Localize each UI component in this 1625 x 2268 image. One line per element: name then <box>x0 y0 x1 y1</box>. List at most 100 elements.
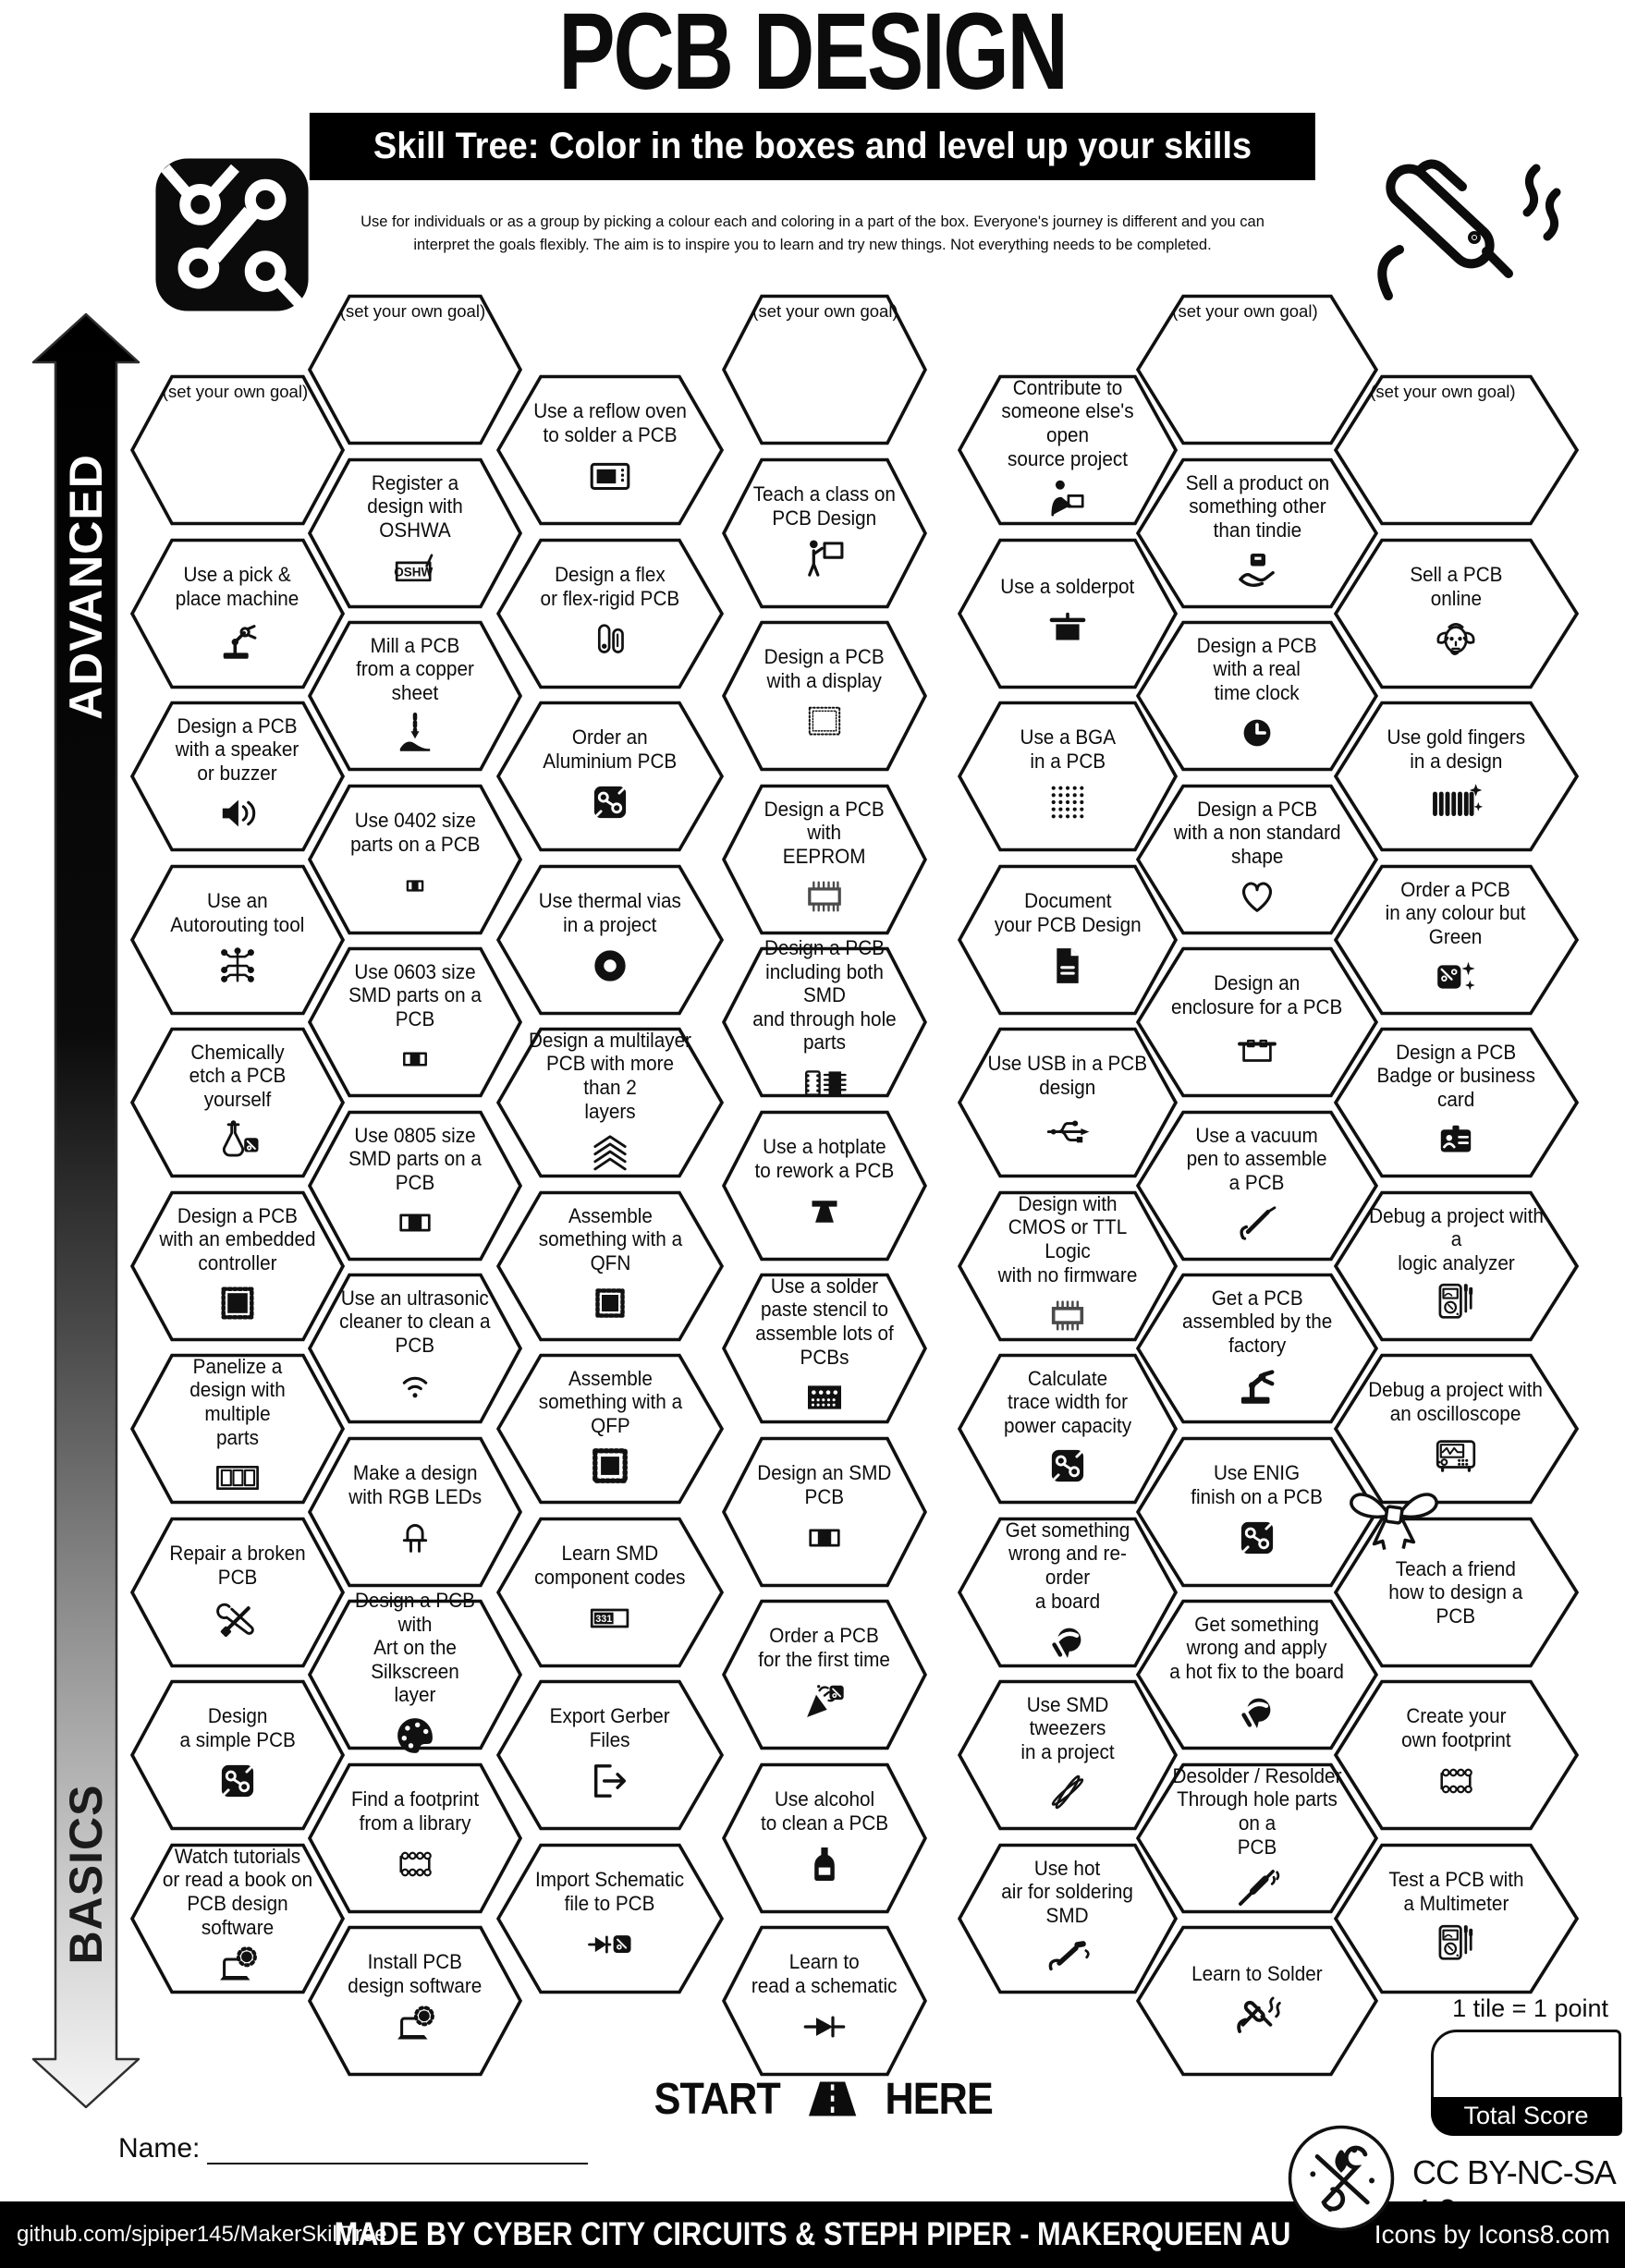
footer-github-url[interactable]: github.com/sjpiper145/MakerSkillTree <box>17 2222 387 2247</box>
hex-tile-repair-a-broken-pcb[interactable]: Repair a broken PCB <box>130 1517 345 1668</box>
hex-tile-get-something-wrong-and-apply-a-hot-fix-to[interactable]: Get something wrong and apply a hot fix … <box>1136 1599 1378 1750</box>
hex-tile-sell-a-pcb-online[interactable]: Sell a PCB online <box>1333 538 1579 689</box>
hex-tile-order-a-pcb-in-any-colour-but-green[interactable]: Order a PCB in any colour but Green <box>1333 864 1579 1016</box>
tile-label: Repair a broken PCB <box>169 1542 306 1589</box>
hex-tile-mill-a-pcb-from-a-copper-sheet[interactable]: Mill a PCB from a copper sheet <box>308 620 522 772</box>
hexagon-outline <box>496 1353 724 1505</box>
hex-tile-panelize-a-design-with-multiple-parts[interactable]: Panelize a design with multiple parts <box>130 1353 345 1505</box>
hex-tile-design-a-pcb-with-a-display[interactable]: Design a PCB with a display <box>722 620 927 772</box>
hexagon-outline <box>1333 1353 1579 1505</box>
hex-tile-teach-a-friend-how-to-design-a-pcb[interactable]: Teach a friend how to design a PCB <box>1333 1517 1579 1668</box>
total-score-box[interactable]: Total Score <box>1430 2030 1622 2136</box>
hex-tile-sell-a-product-on-something-other-than-tin[interactable]: Sell a product on something other than t… <box>1136 457 1378 609</box>
hex-tile-design-a-flex-or-flex-rigid-pcb[interactable]: Design a flex or flex-rigid PCB <box>496 538 724 689</box>
hex-tile-design-a-pcb-with-art-on-the-silkscreen-la[interactable]: Design a PCB with Art on the Silkscreen … <box>308 1589 522 1754</box>
hex-tile-use-0805-size-smd-parts-on-a-pcb[interactable]: Use 0805 size SMD parts on a PCB <box>308 1110 522 1262</box>
hexagon-outline <box>1136 1599 1378 1750</box>
hex-tile-learn-to-solder[interactable]: Learn to Solder <box>1136 1925 1378 2077</box>
via-icon <box>585 941 635 991</box>
tile-label: Design a PCB with a display <box>764 645 886 692</box>
hex-tile-watch-tutorials-or-read-a-book-on-pcb-desi[interactable]: Watch tutorials or read a book on PCB de… <box>130 1843 345 1994</box>
hex-tile-export-gerber-files[interactable]: Export Gerber Files <box>496 1679 724 1831</box>
hex-tile-learn-to-read-a-schematic[interactable]: Learn to read a schematic <box>722 1925 927 2077</box>
hex-tile-assemble-something-with-a-qfn[interactable]: Assemble something with a QFN <box>496 1190 724 1342</box>
hex-tile-contribute-to-someone-else-s-open-source-p[interactable]: Contribute to someone else's open source… <box>958 374 1178 526</box>
hex-tile-find-a-footprint-from-a-library[interactable]: Find a footprint from a library <box>308 1762 522 1914</box>
hexagon-outline <box>308 1925 522 2077</box>
hex-tile-document-your-pcb-design[interactable]: Document your PCB Design <box>958 864 1178 1016</box>
hex-tile-use-hot-air-for-soldering-smd[interactable]: Use hot air for soldering SMD <box>958 1843 1178 1994</box>
hex-tile-use-smd-tweezers-in-a-project[interactable]: Use SMD tweezers in a project <box>958 1679 1178 1831</box>
hex-tile-use-a-hotplate-to-rework-a-pcb[interactable]: Use a hotplate to rework a PCB <box>722 1110 927 1262</box>
hex-tile-use-a-solderpot[interactable]: Use a solderpot <box>958 538 1178 689</box>
hex-tile-learn-smd-component-codes[interactable]: Learn SMD component codes 331 <box>496 1517 724 1668</box>
hex-tile-design-a-pcb-including-both-smd-and-throug[interactable]: Design a PCB including both SMD and thro… <box>722 936 927 1098</box>
hex-tile-design-an-smd-pcb[interactable]: Design an SMD PCB <box>722 1436 927 1588</box>
tile-label: Design a PCB Badge or business card <box>1376 1040 1535 1111</box>
tile-label: Design a PCB with a real time clock <box>1196 633 1318 704</box>
hex-tile-set-your-own-goal[interactable]: (set your own goal) <box>722 294 927 445</box>
hex-tile-make-a-design-with-rgb-leds[interactable]: Make a design with RGB LEDs <box>308 1436 522 1588</box>
hex-tile-use-a-reflow-oven-to-solder-a-pcb[interactable]: Use a reflow oven to solder a PCB <box>496 374 724 526</box>
hex-tile-debug-a-project-with-a-logic-analyzer[interactable]: Debug a project with a logic analyzer <box>1333 1190 1579 1342</box>
hex-tile-teach-a-class-on-pcb-design[interactable]: Teach a class on PCB Design <box>722 457 927 609</box>
hex-tile-calculate-trace-width-for-power-capacity[interactable]: Calculate trace width for power capacity <box>958 1353 1178 1505</box>
oven-icon <box>585 451 635 501</box>
hex-tile-use-a-pick-place-machine[interactable]: Use a pick & place machine <box>130 538 345 689</box>
hex-tile-order-an-aluminium-pcb[interactable]: Order an Aluminium PCB <box>496 701 724 852</box>
hex-tile-register-a-design-with-oshwa[interactable]: Register a design with OSHWA OSHW <box>308 457 522 609</box>
hex-tile-use-an-autorouting-tool[interactable]: Use an Autorouting tool <box>130 864 345 1016</box>
hex-tile-use-a-solder-paste-stencil-to-assemble-lot[interactable]: Use a solder paste stencil to assemble l… <box>722 1273 927 1424</box>
hex-tile-order-a-pcb-for-the-first-time[interactable]: Order a PCB for the first time <box>722 1599 927 1750</box>
hex-tile-design-a-pcb-with-a-speaker-or-buzzer[interactable]: Design a PCB with a speaker or buzzer <box>130 701 345 852</box>
hex-tile-design-with-cmos-or-ttl-logic-with-no-firm[interactable]: Design with CMOS or TTL Logic with no fi… <box>958 1190 1178 1342</box>
hex-tile-use-0603-size-smd-parts-on-a-pcb[interactable]: Use 0603 size SMD parts on a PCB <box>308 946 522 1098</box>
hex-tile-set-your-own-goal[interactable]: (set your own goal) <box>1136 294 1378 445</box>
hexagon-outline <box>308 1273 522 1424</box>
hex-tile-use-usb-in-a-pcb-design[interactable]: Use USB in a PCB design <box>958 1027 1178 1178</box>
hexagon-outline <box>130 1843 345 1994</box>
hexagon-outline <box>958 1027 1178 1178</box>
name-input-line[interactable] <box>207 2135 589 2164</box>
hexagon-outline <box>496 864 724 1016</box>
hex-tile-use-enig-finish-on-a-pcb[interactable]: Use ENIG finish on a PCB <box>1136 1436 1378 1588</box>
tile-label: Use a pick & place machine <box>176 563 299 610</box>
hex-tile-use-a-vacuum-pen-to-assemble-a-pcb[interactable]: Use a vacuum pen to assemble a PCB <box>1136 1110 1378 1262</box>
enclosure-icon <box>1232 1023 1282 1073</box>
hex-tile-design-a-pcb-with-an-embedded-controller[interactable]: Design a PCB with an embedded controller <box>130 1190 345 1342</box>
hex-tile-use-a-bga-in-a-pcb[interactable]: Use a BGA in a PCB <box>958 701 1178 852</box>
hex-tile-set-your-own-goal[interactable]: (set your own goal) <box>130 374 345 526</box>
hex-tile-design-a-multilayer-pcb-with-more-than-2-l[interactable]: Design a multilayer PCB with more than 2… <box>496 1027 724 1178</box>
hex-tile-design-a-pcb-with-a-real-time-clock[interactable]: Design a PCB with a real time clock <box>1136 620 1378 772</box>
hex-tile-design-a-pcb-with-a-non-standard-shape[interactable]: Design a PCB with a non standard shape <box>1136 784 1378 935</box>
footer-icons-credit[interactable]: Icons by Icons8.com <box>1374 2220 1610 2249</box>
hex-tile-get-a-pcb-assembled-by-the-factory[interactable]: Get a PCB assembled by the factory <box>1136 1273 1378 1424</box>
hex-tile-use-alcohol-to-clean-a-pcb[interactable]: Use alcohol to clean a PCB <box>722 1762 927 1914</box>
hex-tile-use-gold-fingers-in-a-design[interactable]: Use gold fingers in a design <box>1333 701 1579 852</box>
hex-tile-import-schematic-file-to-pcb[interactable]: Import Schematic file to PCB <box>496 1843 724 1994</box>
hexagon-outline <box>496 538 724 689</box>
hex-tile-debug-a-project-with-an-oscilloscope[interactable]: Debug a project with an oscilloscope <box>1333 1353 1579 1505</box>
hex-tile-use-an-ultrasonic-cleaner-to-clean-a-pcb[interactable]: Use an ultrasonic cleaner to clean a PCB <box>308 1273 522 1424</box>
hex-tile-create-your-own-footprint[interactable]: Create your own footprint <box>1333 1679 1579 1831</box>
hex-tile-get-something-wrong-and-re-order-a-board[interactable]: Get something wrong and re-order a board <box>958 1517 1178 1668</box>
hex-tile-use-thermal-vias-in-a-project[interactable]: Use thermal vias in a project <box>496 864 724 1016</box>
hex-tile-set-your-own-goal[interactable]: (set your own goal) <box>1333 374 1579 526</box>
description: Use for individuals or as a group by pic… <box>0 211 1625 257</box>
hexagon-outline <box>1136 1762 1378 1914</box>
hex-tile-design-a-simple-pcb[interactable]: Design a simple PCB <box>130 1679 345 1831</box>
hex-tile-design-a-pcb-with-eeprom[interactable]: Design a PCB with EEPROM <box>722 784 927 935</box>
resistor-0603-icon <box>390 1034 440 1084</box>
hex-tile-use-0402-size-parts-on-a-pcb[interactable]: Use 0402 size parts on a PCB <box>308 784 522 935</box>
hex-tile-design-an-enclosure-for-a-pcb[interactable]: Design an enclosure for a PCB <box>1136 946 1378 1098</box>
hexagon-outline <box>1136 946 1378 1098</box>
hex-tile-test-a-pcb-with-a-multimeter[interactable]: Test a PCB with a Multimeter <box>1333 1843 1579 1994</box>
tile-label: Panelize a design with multiple parts <box>189 1354 286 1449</box>
hex-tile-desolder-resolder-through-hole-parts-on-a-[interactable]: Desolder / Resolder Through hole parts o… <box>1136 1762 1378 1914</box>
hex-tile-design-a-pcb-badge-or-business-card[interactable]: Design a PCB Badge or business card <box>1333 1027 1579 1178</box>
hex-tile-assemble-something-with-a-qfp[interactable]: Assemble something with a QFP <box>496 1353 724 1505</box>
hex-tile-chemically-etch-a-pcb-yourself[interactable]: Chemically etch a PCB yourself <box>130 1027 345 1178</box>
hex-tile-set-your-own-goal[interactable]: (set your own goal) <box>308 294 522 445</box>
hex-tile-install-pcb-design-software[interactable]: Install PCB design software <box>308 1925 522 2077</box>
tile-label: Use USB in a PCB design <box>987 1052 1148 1099</box>
